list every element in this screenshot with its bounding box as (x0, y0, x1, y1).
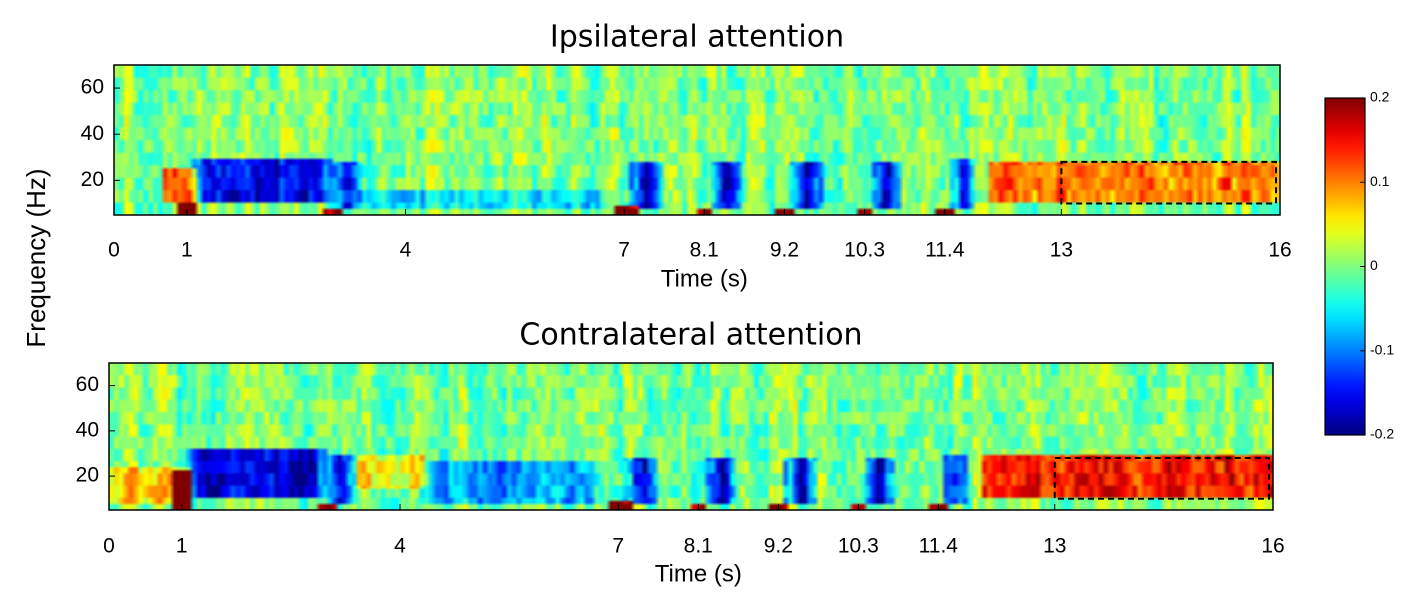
colorbar: 0.2 0.1 0 -0.1 -0.2 (1324, 89, 1394, 442)
x-tick-label: 1 (176, 535, 188, 558)
y-tick-label: 60 (76, 373, 99, 396)
x-tick-label: 13 (1050, 239, 1073, 262)
x-tick-label: 11.4 (925, 239, 965, 262)
x-axis-label: Time (s) (655, 560, 742, 587)
x-tick-label: 4 (400, 239, 412, 262)
highlight-box (1053, 456, 1270, 500)
x-tick-label: 0 (103, 535, 115, 558)
x-tick-label: 7 (612, 535, 624, 558)
x-tick-label: 13 (1043, 535, 1066, 558)
spectrogram-image (109, 363, 1273, 510)
x-tick-label: 16 (1261, 535, 1284, 558)
x-tick-label: 1 (181, 239, 193, 262)
x-tick-label: 10.3 (838, 535, 879, 558)
x-tick-label: 16 (1268, 239, 1291, 262)
x-axis-label: Time (s) (661, 265, 748, 292)
y-tick-label: 40 (81, 122, 104, 145)
y-tick-label: 40 (76, 418, 99, 441)
panel-title: Ipsilateral attention (550, 20, 844, 55)
spectrogram-image (114, 65, 1280, 215)
x-tick-label: 7 (618, 239, 630, 262)
colorbar-tick-label: -0.1 (1370, 341, 1394, 357)
spectrogram-panel-1: Ipsilateral attention 0 1 4 7 8.1 9.2 10.3 11.4 1… (81, 20, 1292, 293)
panel-title: Contralateral attention (519, 318, 862, 353)
x-tick-label: 8.1 (690, 239, 719, 262)
x-tick-label: 8.1 (684, 535, 713, 558)
colorbar-tick-label: 0.1 (1370, 173, 1390, 189)
y-tick-label: 60 (81, 76, 104, 99)
spectrogram-panel-2: Contralateral attention 0 1 4 7 8.1 9.2 10.3 11.… (76, 318, 1285, 588)
y-tick-label: 20 (81, 168, 104, 191)
highlight-box (1060, 160, 1277, 205)
axes-frame (108, 362, 1274, 511)
colorbar-gradient (1324, 97, 1366, 436)
axes-frame (113, 64, 1281, 216)
y-axis-label: Frequency (Hz) (21, 168, 51, 347)
colorbar-tick-label: 0 (1370, 257, 1378, 273)
x-tick-label: 10.3 (844, 239, 885, 262)
x-tick-label: 9.2 (770, 239, 799, 262)
colorbar-tick-label: -0.2 (1370, 426, 1394, 442)
colorbar-tick-label: 0.2 (1370, 89, 1390, 105)
x-tick-label: 9.2 (764, 535, 793, 558)
x-tick-label: 11.4 (919, 535, 959, 558)
x-tick-label: 0 (108, 239, 120, 262)
x-tick-label: 4 (394, 535, 406, 558)
y-tick-label: 20 (76, 464, 99, 487)
